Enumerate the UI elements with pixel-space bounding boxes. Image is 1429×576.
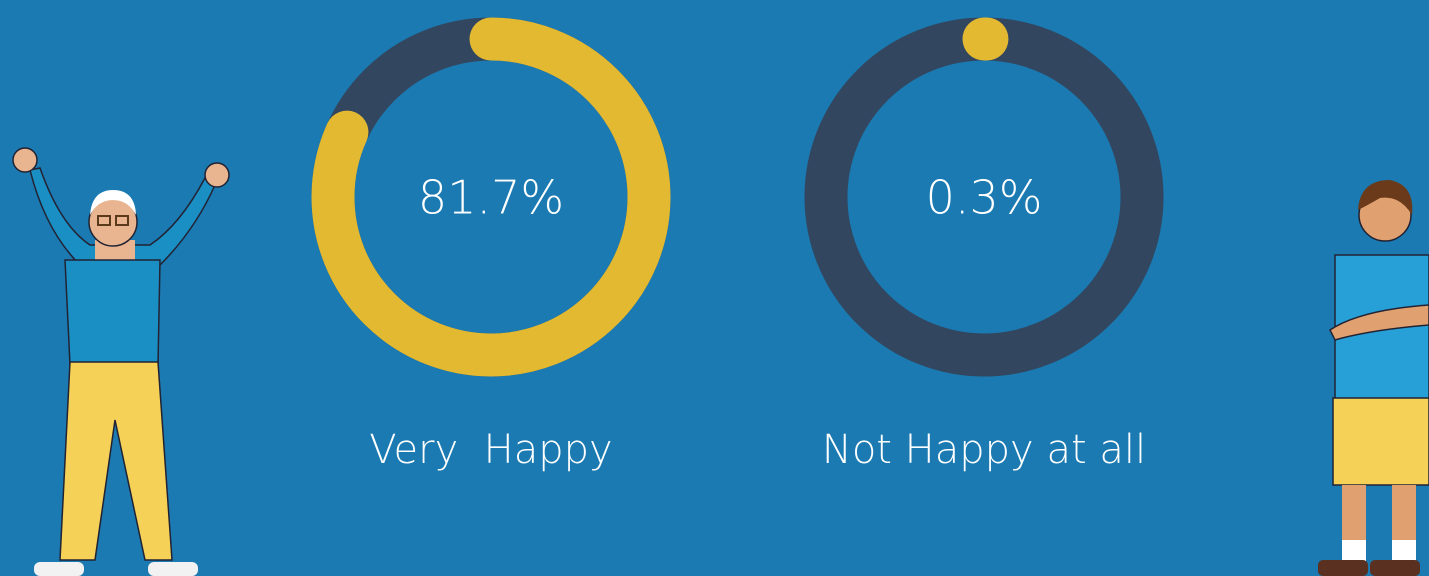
donut-label: Not Happy at all bbox=[822, 427, 1146, 473]
infographic: 81.7% Very Happy 0.3% Not Happy at all bbox=[0, 0, 1429, 576]
donut-label: Very Happy bbox=[369, 427, 612, 473]
page: {"chart_data": [ {"type": "donut", "valu… bbox=[0, 0, 1429, 576]
value-label: 81.7% bbox=[418, 171, 564, 225]
background bbox=[0, 0, 1429, 576]
value-label: 0.3% bbox=[926, 171, 1043, 225]
